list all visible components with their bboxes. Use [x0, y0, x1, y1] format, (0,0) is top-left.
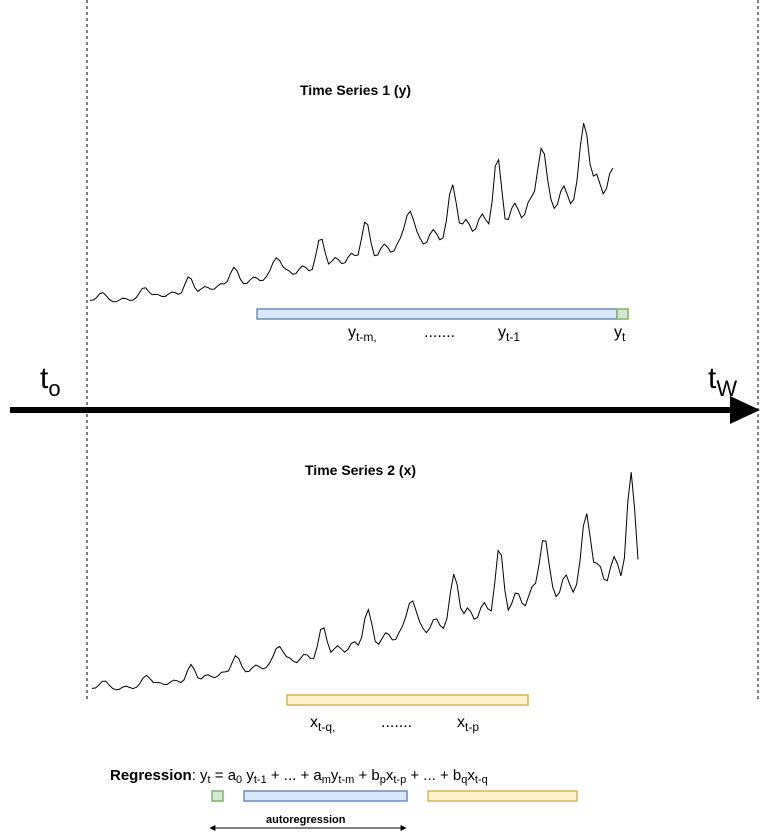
- regression-label: Regression: [110, 767, 192, 784]
- regression-target-box: [211, 790, 224, 802]
- label-y-t-m: yt-m,: [348, 324, 377, 344]
- label-y-t: yt: [614, 324, 626, 344]
- timeline-arrowhead: [730, 396, 760, 424]
- timeline-end-label: tW: [708, 362, 738, 401]
- series1-target-box: [616, 308, 629, 320]
- time-series-2-line: [91, 472, 639, 691]
- label-x-t-q: xt-q,: [310, 714, 336, 734]
- autoregression-label: autoregression: [266, 814, 346, 826]
- label-x-t-p: xt-p: [457, 714, 480, 734]
- label-ellipsis-2: .......: [381, 714, 413, 731]
- time-series-1-line: [89, 122, 614, 303]
- regression-exogenous-bar: [427, 790, 578, 802]
- series2-title: Time Series 2 (x): [305, 462, 417, 478]
- regression-autoregressive-bar: [243, 790, 408, 802]
- series1-window-bar: [256, 308, 618, 320]
- series2-window-bar: [286, 694, 529, 706]
- label-ellipsis-1: .......: [424, 324, 456, 341]
- timeline-start-label: to: [40, 362, 61, 401]
- label-y-t-1: yt-1: [498, 324, 521, 344]
- series1-title: Time Series 1 (y): [300, 82, 412, 98]
- regression-equation: Regression: yt = a0 yt-1 + ... + amyt-m …: [110, 767, 488, 786]
